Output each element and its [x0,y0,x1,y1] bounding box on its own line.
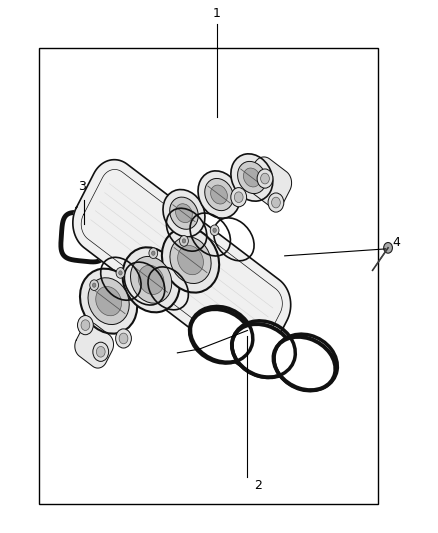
Text: 3: 3 [78,181,86,193]
Circle shape [268,193,284,212]
Polygon shape [247,157,292,208]
Circle shape [257,169,273,188]
Ellipse shape [163,190,205,237]
Circle shape [93,342,109,361]
Circle shape [213,228,216,232]
Ellipse shape [273,337,336,390]
Ellipse shape [178,246,203,274]
Ellipse shape [131,256,172,303]
Circle shape [261,173,269,184]
Circle shape [152,251,155,255]
Ellipse shape [198,171,240,218]
Ellipse shape [237,161,266,193]
Circle shape [234,192,243,203]
Ellipse shape [211,185,227,204]
Ellipse shape [244,168,260,187]
Circle shape [78,316,93,335]
Ellipse shape [170,237,211,284]
Text: 4: 4 [392,236,400,249]
Circle shape [119,271,122,275]
Polygon shape [75,322,113,368]
Circle shape [231,188,247,207]
Ellipse shape [231,154,273,201]
Ellipse shape [205,179,233,211]
Bar [39,48,378,504]
Ellipse shape [232,324,294,377]
Circle shape [92,283,96,287]
Circle shape [90,280,99,290]
Circle shape [384,243,392,253]
Circle shape [210,225,219,236]
Polygon shape [73,160,291,368]
Text: 2: 2 [254,479,262,491]
Text: 1: 1 [213,7,221,20]
Ellipse shape [190,309,252,362]
Ellipse shape [96,287,121,316]
Circle shape [182,239,186,243]
Ellipse shape [170,197,198,229]
Ellipse shape [138,265,164,294]
Circle shape [116,329,131,348]
Ellipse shape [162,228,219,293]
Ellipse shape [123,247,180,312]
Circle shape [81,320,90,330]
Ellipse shape [176,204,192,223]
Circle shape [116,268,125,278]
Ellipse shape [80,269,137,334]
Ellipse shape [88,278,129,325]
Circle shape [96,346,105,357]
Circle shape [180,236,188,246]
Circle shape [149,248,158,259]
Circle shape [272,197,280,208]
Circle shape [119,333,128,344]
